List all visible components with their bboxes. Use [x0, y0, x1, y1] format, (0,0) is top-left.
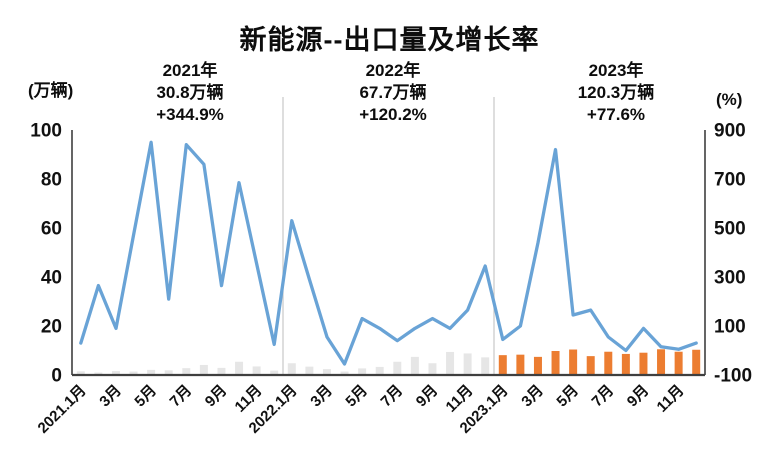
volume-bar — [235, 361, 244, 375]
left-axis-tick-label: 20 — [41, 317, 62, 338]
volume-bar — [463, 353, 472, 375]
volume-bar — [481, 357, 490, 375]
chart-title: 新能源--出口量及增长率 — [239, 25, 540, 55]
annotation-2021-volume: 30.8万辆 — [156, 83, 224, 102]
volume-bar — [340, 371, 349, 375]
volume-bar — [199, 364, 208, 375]
annotation-2021-year: 2021年 — [162, 61, 218, 80]
volume-bar — [375, 366, 384, 375]
volume-bar — [410, 356, 419, 375]
right-axis-tick-label: 500 — [714, 219, 746, 240]
volume-bar — [516, 354, 525, 375]
annotation-2023-year: 2023年 — [588, 61, 644, 80]
volume-bar — [621, 353, 630, 375]
annotation-2022: 2022年 67.7万辆 +120.2% — [308, 60, 478, 126]
volume-bar — [322, 369, 331, 375]
volume-bar — [76, 371, 85, 375]
volume-bar — [270, 370, 279, 375]
x-axis-tick-label: 3月 — [307, 382, 336, 411]
volume-bar — [287, 363, 296, 375]
annotation-2021: 2021年 30.8万辆 +344.9% — [105, 60, 275, 126]
volume-bar — [639, 352, 648, 375]
right-axis-tick-label: 900 — [714, 121, 746, 142]
x-axis-tick-label: 5月 — [131, 382, 160, 411]
x-axis-tick-label: 7月 — [589, 382, 618, 411]
x-axis-tick-label: 7月 — [378, 382, 407, 411]
x-axis-tick-label: 11月 — [654, 382, 688, 416]
right-axis-unit-label: (%) — [716, 90, 743, 109]
volume-bar — [551, 350, 560, 375]
annotation-2023: 2023年 120.3万辆 +77.6% — [531, 60, 701, 126]
x-axis-tick-label: 5月 — [553, 382, 582, 411]
volume-bar — [94, 372, 103, 375]
volume-bar — [657, 349, 666, 375]
volume-bar — [692, 349, 701, 375]
annotation-2023-growth: +77.6% — [586, 105, 646, 124]
left-axis-tick-label: 100 — [30, 121, 62, 142]
right-axis-tick-label: -100 — [714, 366, 752, 387]
volume-bar — [586, 356, 595, 375]
volume-bar — [498, 355, 507, 375]
x-axis-tick-label: 9月 — [624, 382, 653, 411]
left-axis-tick-label: 80 — [41, 170, 62, 191]
volume-bar — [604, 351, 613, 375]
annotation-2022-year: 2022年 — [365, 61, 421, 80]
left-axis-tick-label: 40 — [41, 268, 62, 289]
annotation-2021-growth: +344.9% — [156, 105, 224, 124]
volume-bar — [569, 349, 578, 375]
volume-bar — [252, 366, 261, 375]
volume-bar — [147, 369, 156, 375]
volume-bar — [428, 363, 437, 375]
left-axis-tick-label: 0 — [51, 366, 62, 387]
annotation-2022-volume: 67.7万辆 — [359, 83, 427, 102]
x-axis-tick-label: 2021.1月 — [35, 382, 90, 437]
volume-bar — [446, 351, 455, 375]
right-axis-tick-label: 100 — [714, 317, 746, 338]
volume-bar — [533, 356, 542, 375]
volume-bar — [129, 371, 138, 375]
annotation-2023-volume: 120.3万辆 — [577, 83, 655, 102]
annotation-2022-growth: +120.2% — [359, 105, 427, 124]
volume-bar — [674, 351, 683, 375]
volume-bar — [182, 368, 191, 375]
x-axis-tick-label: 9月 — [202, 382, 231, 411]
volume-bar — [358, 368, 367, 375]
volume-bar — [393, 361, 402, 375]
volume-bar — [305, 366, 314, 375]
left-axis-tick-label: 60 — [41, 219, 62, 240]
x-axis-tick-label: 9月 — [413, 382, 442, 411]
volume-bar — [217, 367, 226, 375]
right-axis-tick-label: 700 — [714, 170, 746, 191]
volume-bar — [111, 371, 120, 375]
x-axis-tick-label: 7月 — [167, 382, 196, 411]
x-axis-tick-label: 3月 — [518, 382, 547, 411]
x-axis-tick-label: 5月 — [342, 382, 371, 411]
right-axis-tick-label: 300 — [714, 268, 746, 289]
growth-rate-line — [79, 140, 698, 366]
left-axis-unit-label: (万辆) — [28, 81, 74, 100]
x-axis-tick-label: 3月 — [96, 382, 125, 411]
volume-bar — [164, 370, 173, 375]
